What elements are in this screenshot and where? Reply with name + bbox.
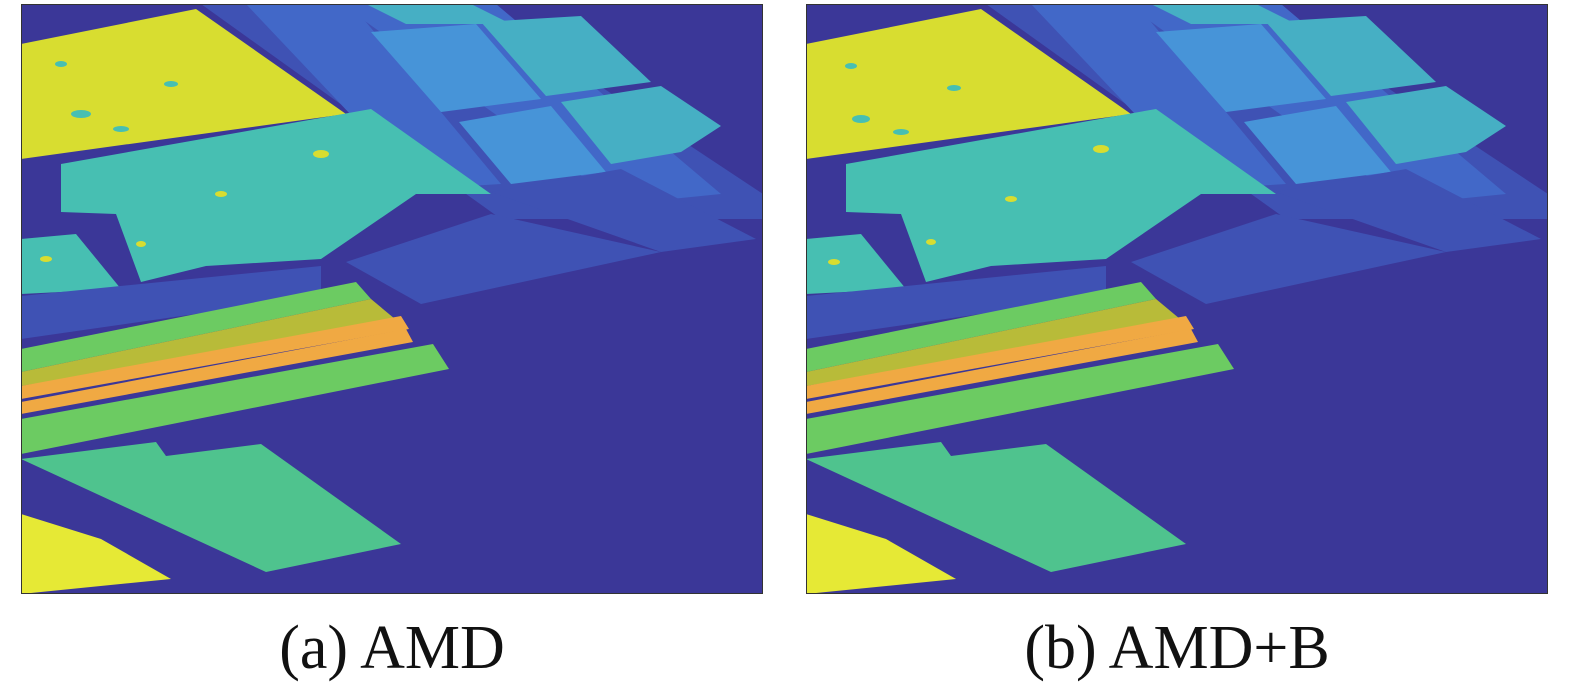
field-region: [1244, 106, 1391, 184]
field-region: [61, 109, 491, 282]
field-region: [366, 4, 511, 24]
noise-speck: [828, 259, 840, 265]
field-region: [21, 514, 171, 594]
noise-speck: [313, 150, 329, 158]
noise-speck: [40, 256, 52, 262]
field-region: [806, 282, 1156, 372]
field-region: [806, 442, 1186, 572]
field-region: [21, 234, 121, 294]
map-image-amd-b: [806, 4, 1548, 594]
map-image-amd: [21, 4, 763, 594]
field-region: [806, 316, 1194, 399]
strip-region: [806, 266, 1106, 339]
field-region: [1151, 4, 1296, 24]
field-region: [21, 9, 346, 159]
classification-map-amd-b: [806, 4, 1548, 594]
strip-region: [1276, 169, 1541, 252]
caption-amd-b: (b) AMD+B: [1024, 614, 1330, 682]
noise-speck: [852, 115, 870, 123]
noise-speck: [893, 129, 909, 135]
field-region: [806, 9, 1131, 159]
noise-speck: [947, 85, 961, 91]
classification-map-amd: [21, 4, 763, 594]
field-region: [806, 234, 906, 294]
strip-region: [1031, 4, 1286, 189]
noise-speck: [926, 239, 936, 245]
strip-region: [346, 214, 661, 304]
field-region: [806, 344, 1234, 454]
noise-speck: [71, 110, 91, 118]
map-frame: [21, 4, 763, 594]
field-region: [21, 344, 449, 454]
field-region: [371, 24, 541, 112]
noise-speck: [136, 241, 146, 247]
strip-region: [246, 4, 501, 189]
field-region: [21, 282, 371, 372]
noise-speck: [215, 191, 227, 197]
noise-speck: [164, 81, 178, 87]
strip-region: [491, 169, 756, 252]
field-region: [561, 86, 721, 164]
field-region: [459, 106, 606, 184]
field-region: [481, 16, 651, 96]
field-region: [806, 329, 1198, 414]
map-frame: [806, 4, 1548, 594]
strip-region: [21, 266, 321, 339]
noise-speck: [845, 63, 857, 69]
field-region: [21, 299, 401, 386]
field-region: [21, 442, 401, 572]
noise-speck: [55, 61, 67, 67]
field-region: [1346, 86, 1506, 164]
noise-speck: [1093, 145, 1109, 153]
field-region: [21, 316, 409, 399]
field-region: [21, 329, 413, 414]
strip-region: [1131, 214, 1446, 304]
field-region: [1156, 24, 1326, 112]
caption-amd: (a) AMD: [279, 614, 505, 682]
field-region: [1266, 16, 1436, 96]
noise-speck: [113, 126, 129, 132]
field-region: [806, 299, 1186, 386]
field-region: [806, 514, 956, 594]
noise-speck: [1005, 196, 1017, 202]
field-region: [846, 109, 1276, 282]
